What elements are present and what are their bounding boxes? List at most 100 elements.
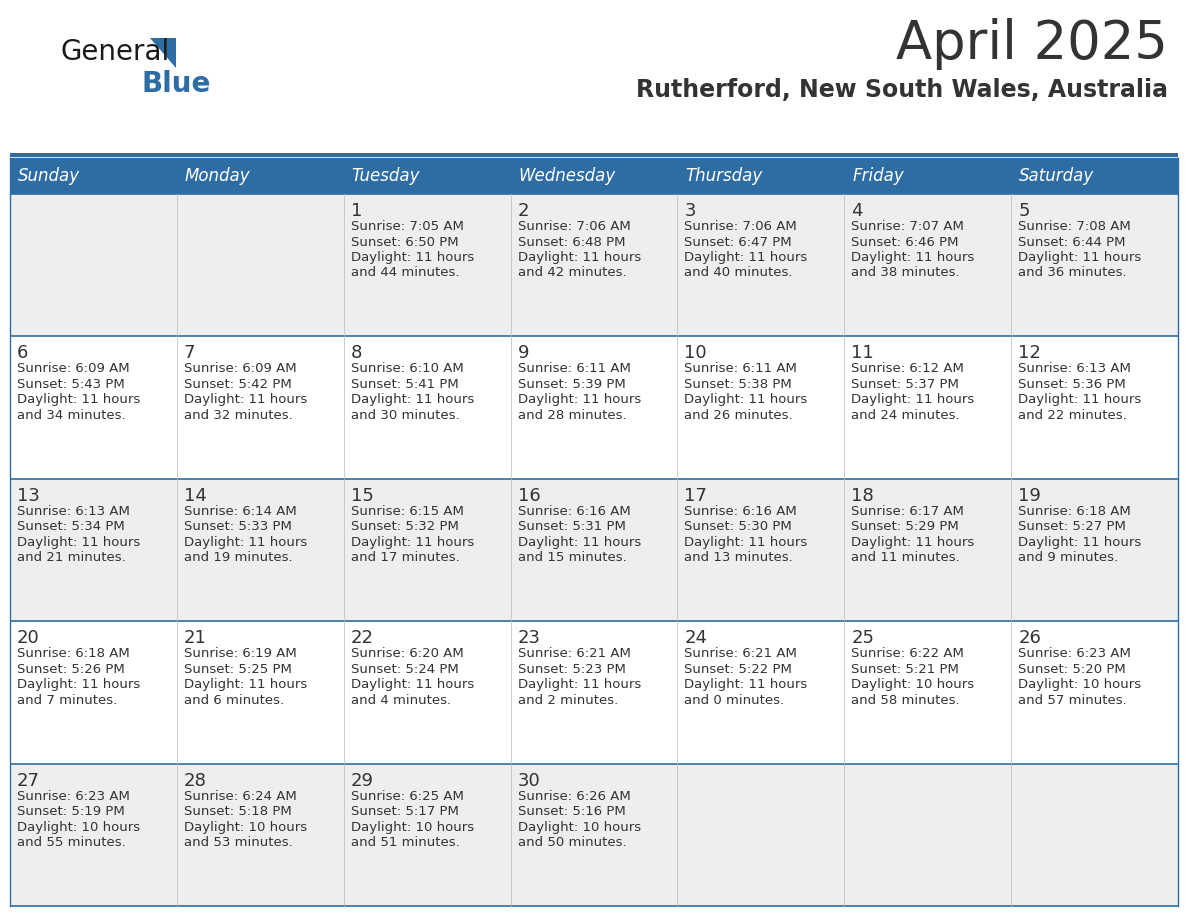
Text: 26: 26 [1018, 629, 1041, 647]
Text: and 55 minutes.: and 55 minutes. [17, 836, 126, 849]
Text: Sunset: 6:44 PM: Sunset: 6:44 PM [1018, 236, 1126, 249]
Text: Daylight: 10 hours: Daylight: 10 hours [184, 821, 307, 834]
Text: Sunrise: 6:22 AM: Sunrise: 6:22 AM [852, 647, 965, 660]
Text: and 11 minutes.: and 11 minutes. [852, 552, 960, 565]
Text: Sunset: 5:18 PM: Sunset: 5:18 PM [184, 805, 291, 818]
Text: and 30 minutes.: and 30 minutes. [350, 409, 460, 422]
Text: Sunrise: 6:15 AM: Sunrise: 6:15 AM [350, 505, 463, 518]
Text: Sunset: 6:47 PM: Sunset: 6:47 PM [684, 236, 792, 249]
Text: 25: 25 [852, 629, 874, 647]
Text: Sunset: 5:21 PM: Sunset: 5:21 PM [852, 663, 959, 676]
Text: and 22 minutes.: and 22 minutes. [1018, 409, 1127, 422]
Text: Daylight: 11 hours: Daylight: 11 hours [684, 251, 808, 264]
Text: Sunset: 5:23 PM: Sunset: 5:23 PM [518, 663, 625, 676]
Text: Sunset: 5:24 PM: Sunset: 5:24 PM [350, 663, 459, 676]
Bar [10, 479, 1178, 621]
Text: 7: 7 [184, 344, 195, 363]
Text: 13: 13 [17, 487, 40, 505]
Text: Daylight: 11 hours: Daylight: 11 hours [17, 536, 140, 549]
Text: Sunset: 5:26 PM: Sunset: 5:26 PM [17, 663, 125, 676]
Text: 1: 1 [350, 202, 362, 220]
Text: and 13 minutes.: and 13 minutes. [684, 552, 794, 565]
Text: Sunrise: 6:09 AM: Sunrise: 6:09 AM [17, 363, 129, 375]
Text: and 0 minutes.: and 0 minutes. [684, 694, 784, 707]
Text: 9: 9 [518, 344, 529, 363]
Text: Sunset: 5:27 PM: Sunset: 5:27 PM [1018, 521, 1126, 533]
Text: and 7 minutes.: and 7 minutes. [17, 694, 118, 707]
Text: 17: 17 [684, 487, 707, 505]
Text: Sunrise: 6:16 AM: Sunrise: 6:16 AM [518, 505, 631, 518]
Text: and 28 minutes.: and 28 minutes. [518, 409, 626, 422]
Text: Sunset: 5:43 PM: Sunset: 5:43 PM [17, 378, 125, 391]
Text: 18: 18 [852, 487, 874, 505]
Text: Daylight: 11 hours: Daylight: 11 hours [684, 678, 808, 691]
Polygon shape [150, 38, 176, 68]
Text: Sunset: 5:16 PM: Sunset: 5:16 PM [518, 805, 625, 818]
Text: Sunset: 6:50 PM: Sunset: 6:50 PM [350, 236, 459, 249]
Text: 4: 4 [852, 202, 862, 220]
Text: Daylight: 11 hours: Daylight: 11 hours [852, 536, 974, 549]
Text: 14: 14 [184, 487, 207, 505]
Bar [343, 158, 511, 194]
Text: and 38 minutes.: and 38 minutes. [852, 266, 960, 279]
Text: and 42 minutes.: and 42 minutes. [518, 266, 626, 279]
Text: Sunrise: 7:06 AM: Sunrise: 7:06 AM [518, 220, 631, 233]
Bar [10, 621, 1178, 764]
Text: and 15 minutes.: and 15 minutes. [518, 552, 626, 565]
Text: 23: 23 [518, 629, 541, 647]
Text: and 17 minutes.: and 17 minutes. [350, 552, 460, 565]
Text: 5: 5 [1018, 202, 1030, 220]
Text: Daylight: 11 hours: Daylight: 11 hours [684, 394, 808, 407]
Text: Daylight: 11 hours: Daylight: 11 hours [1018, 394, 1142, 407]
Text: Daylight: 11 hours: Daylight: 11 hours [852, 394, 974, 407]
Text: April 2025: April 2025 [896, 18, 1168, 70]
Text: Daylight: 11 hours: Daylight: 11 hours [684, 536, 808, 549]
Text: and 9 minutes.: and 9 minutes. [1018, 552, 1118, 565]
Text: 21: 21 [184, 629, 207, 647]
Text: 3: 3 [684, 202, 696, 220]
Text: Sunset: 6:46 PM: Sunset: 6:46 PM [852, 236, 959, 249]
Text: Sunset: 5:22 PM: Sunset: 5:22 PM [684, 663, 792, 676]
Text: Daylight: 11 hours: Daylight: 11 hours [350, 536, 474, 549]
Text: Sunset: 5:39 PM: Sunset: 5:39 PM [518, 378, 625, 391]
Text: Sunrise: 7:05 AM: Sunrise: 7:05 AM [350, 220, 463, 233]
Text: Sunrise: 6:17 AM: Sunrise: 6:17 AM [852, 505, 965, 518]
Text: and 26 minutes.: and 26 minutes. [684, 409, 794, 422]
Text: Daylight: 11 hours: Daylight: 11 hours [184, 536, 308, 549]
Text: Sunday: Sunday [18, 167, 80, 185]
Text: Sunrise: 6:16 AM: Sunrise: 6:16 AM [684, 505, 797, 518]
Text: 22: 22 [350, 629, 374, 647]
Text: Daylight: 11 hours: Daylight: 11 hours [184, 678, 308, 691]
Text: and 2 minutes.: and 2 minutes. [518, 694, 618, 707]
Text: and 21 minutes.: and 21 minutes. [17, 552, 126, 565]
Text: and 24 minutes.: and 24 minutes. [852, 409, 960, 422]
Text: 24: 24 [684, 629, 707, 647]
Text: Tuesday: Tuesday [352, 167, 421, 185]
Text: Sunrise: 6:13 AM: Sunrise: 6:13 AM [1018, 363, 1131, 375]
Text: Sunrise: 6:12 AM: Sunrise: 6:12 AM [852, 363, 965, 375]
Text: Daylight: 11 hours: Daylight: 11 hours [518, 251, 640, 264]
Text: Sunrise: 6:10 AM: Sunrise: 6:10 AM [350, 363, 463, 375]
Text: and 58 minutes.: and 58 minutes. [852, 694, 960, 707]
Text: Sunrise: 6:23 AM: Sunrise: 6:23 AM [17, 789, 129, 802]
Text: 15: 15 [350, 487, 373, 505]
Text: and 53 minutes.: and 53 minutes. [184, 836, 292, 849]
Text: Sunrise: 6:21 AM: Sunrise: 6:21 AM [684, 647, 797, 660]
Bar [177, 158, 343, 194]
Text: Sunrise: 6:23 AM: Sunrise: 6:23 AM [1018, 647, 1131, 660]
Text: Daylight: 11 hours: Daylight: 11 hours [350, 251, 474, 264]
Text: 16: 16 [518, 487, 541, 505]
Text: 12: 12 [1018, 344, 1041, 363]
Text: Sunrise: 6:11 AM: Sunrise: 6:11 AM [518, 363, 631, 375]
Text: 8: 8 [350, 344, 362, 363]
Bar [10, 764, 1178, 906]
Text: 2: 2 [518, 202, 529, 220]
Text: Sunset: 5:42 PM: Sunset: 5:42 PM [184, 378, 291, 391]
Text: Sunset: 5:36 PM: Sunset: 5:36 PM [1018, 378, 1126, 391]
Text: Sunset: 5:25 PM: Sunset: 5:25 PM [184, 663, 292, 676]
Text: 6: 6 [17, 344, 29, 363]
Text: Sunrise: 7:08 AM: Sunrise: 7:08 AM [1018, 220, 1131, 233]
Text: and 40 minutes.: and 40 minutes. [684, 266, 792, 279]
Text: and 57 minutes.: and 57 minutes. [1018, 694, 1127, 707]
Text: and 44 minutes.: and 44 minutes. [350, 266, 460, 279]
